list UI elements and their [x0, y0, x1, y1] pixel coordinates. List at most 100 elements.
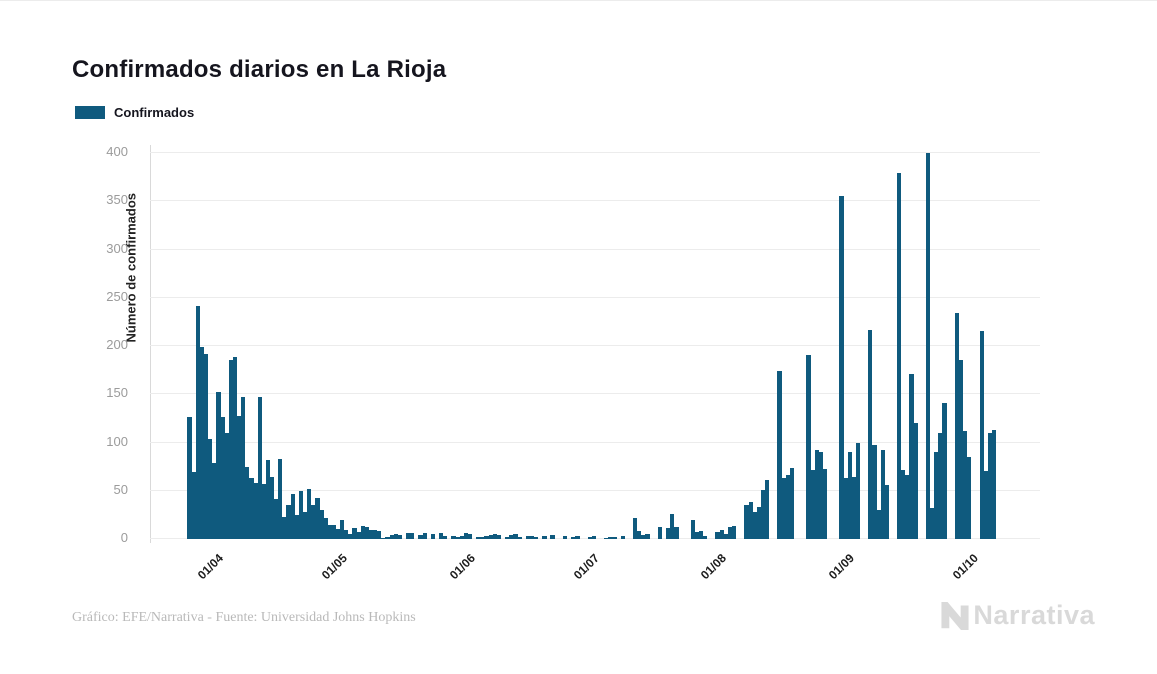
bar-day-181	[934, 452, 939, 539]
bar-day-162	[855, 442, 861, 539]
bar-day-53	[406, 533, 411, 539]
bar-day-39	[348, 534, 353, 539]
y-axis-line	[150, 145, 151, 543]
bar-day-9	[224, 432, 229, 539]
bar-day-161	[851, 477, 856, 539]
bar-day-168	[880, 450, 885, 539]
bar-day-105	[620, 536, 625, 539]
bar-day-182	[938, 432, 943, 539]
bar-day-143	[777, 371, 782, 539]
bar-day-108	[632, 517, 638, 539]
bar-day-187	[958, 359, 964, 539]
bar-day-145	[785, 475, 790, 539]
gridline-y-300	[150, 248, 1040, 250]
bar-day-12	[236, 415, 242, 539]
x-tick-label-01-10: 01/10	[949, 551, 982, 583]
bar-day-68	[467, 534, 473, 539]
bar-day-137	[752, 512, 757, 539]
bar-day-159	[843, 478, 848, 539]
bar-day-86	[542, 536, 547, 539]
bar-day-30	[311, 505, 316, 539]
legend: Confirmados	[75, 105, 194, 120]
bar-day-8	[220, 417, 225, 539]
bar-day-109	[637, 531, 642, 539]
bar-day-67	[463, 533, 469, 539]
x-tick-label-01-08: 01/08	[698, 551, 730, 583]
narrativa-n-icon	[941, 601, 969, 630]
bar-day-136	[748, 502, 753, 539]
bar-day-51	[397, 535, 403, 539]
bar-day-131	[727, 527, 733, 539]
bar-day-47	[381, 538, 386, 539]
bar-day-79	[513, 534, 518, 539]
gridline-y-50	[150, 489, 1040, 491]
narrativa-logo-text: Narrativa	[973, 600, 1095, 630]
plot-area	[150, 145, 1040, 543]
gridline-y-150	[150, 393, 1040, 395]
bar-day-98	[591, 536, 597, 539]
bar-day-125	[703, 536, 708, 539]
bar-day-6	[212, 462, 217, 539]
bar-day-150	[806, 354, 811, 539]
bar-day-88	[550, 535, 555, 539]
bar-day-15	[249, 478, 254, 539]
bar-day-38	[344, 530, 349, 539]
bar-day-65	[455, 537, 460, 539]
bar-day-74	[492, 534, 497, 539]
bar-day-132	[731, 525, 737, 539]
bar-day-77	[505, 537, 510, 539]
bar-day-116	[665, 528, 671, 539]
bar-day-173	[901, 469, 906, 539]
bar-day-114	[657, 527, 663, 539]
y-tick-label-400: 400	[106, 144, 128, 159]
bar-day-26	[294, 514, 299, 539]
bar-day-194	[987, 432, 993, 539]
x-tick-label-01-06: 01/06	[446, 551, 478, 583]
bar-day-23	[282, 516, 287, 539]
bar-day-37	[340, 519, 345, 539]
bar-day-42	[360, 525, 365, 539]
bar-day-160	[847, 452, 852, 539]
bar-day-19	[265, 459, 271, 539]
bar-day-49	[389, 535, 394, 539]
page-top-divider	[0, 0, 1157, 1]
bar-day-169	[884, 485, 889, 539]
bar-day-172	[897, 173, 902, 539]
y-axis-title: Número de confirmados	[123, 192, 139, 343]
bar-day-20	[269, 477, 275, 539]
bar-day-188	[963, 430, 968, 539]
bar-day-176	[913, 423, 918, 539]
bar-day-35	[331, 524, 337, 539]
bar-day-195	[991, 430, 997, 539]
gridline-y-400	[150, 152, 1040, 153]
bar-day-46	[377, 531, 382, 539]
bar-day-124	[698, 531, 704, 539]
bar-day-154	[822, 468, 828, 539]
bar-day-192	[979, 330, 984, 539]
bar-day-61	[439, 533, 444, 539]
gridline-y-350	[150, 200, 1040, 202]
bar-day-138	[756, 507, 762, 539]
bar-day-73	[488, 535, 493, 539]
bar-day-40	[352, 528, 357, 539]
bar-day-27	[298, 490, 304, 539]
bar-day-117	[670, 513, 675, 539]
bar-day-93	[571, 537, 576, 539]
bar-day-24	[286, 505, 291, 539]
bar-day-43	[364, 526, 370, 539]
bar-day-175	[909, 374, 914, 539]
y-tick-label-250: 250	[106, 288, 128, 304]
bar-day-14	[245, 466, 250, 539]
bar-day-111	[645, 534, 650, 539]
y-tick-label-0: 0	[120, 530, 128, 545]
bar-day-13	[241, 397, 246, 539]
bar-day-84	[533, 537, 539, 539]
bar-day-7	[216, 392, 221, 539]
bar-day-34	[327, 524, 332, 539]
x-tick-label-01-04: 01/04	[194, 551, 227, 583]
chart-title: Confirmados diarios en La Rioja	[72, 56, 447, 84]
bar-day-11	[232, 356, 238, 539]
bar-day-70	[476, 537, 481, 539]
bar-day-44	[368, 530, 374, 539]
bar-day-59	[430, 534, 436, 539]
